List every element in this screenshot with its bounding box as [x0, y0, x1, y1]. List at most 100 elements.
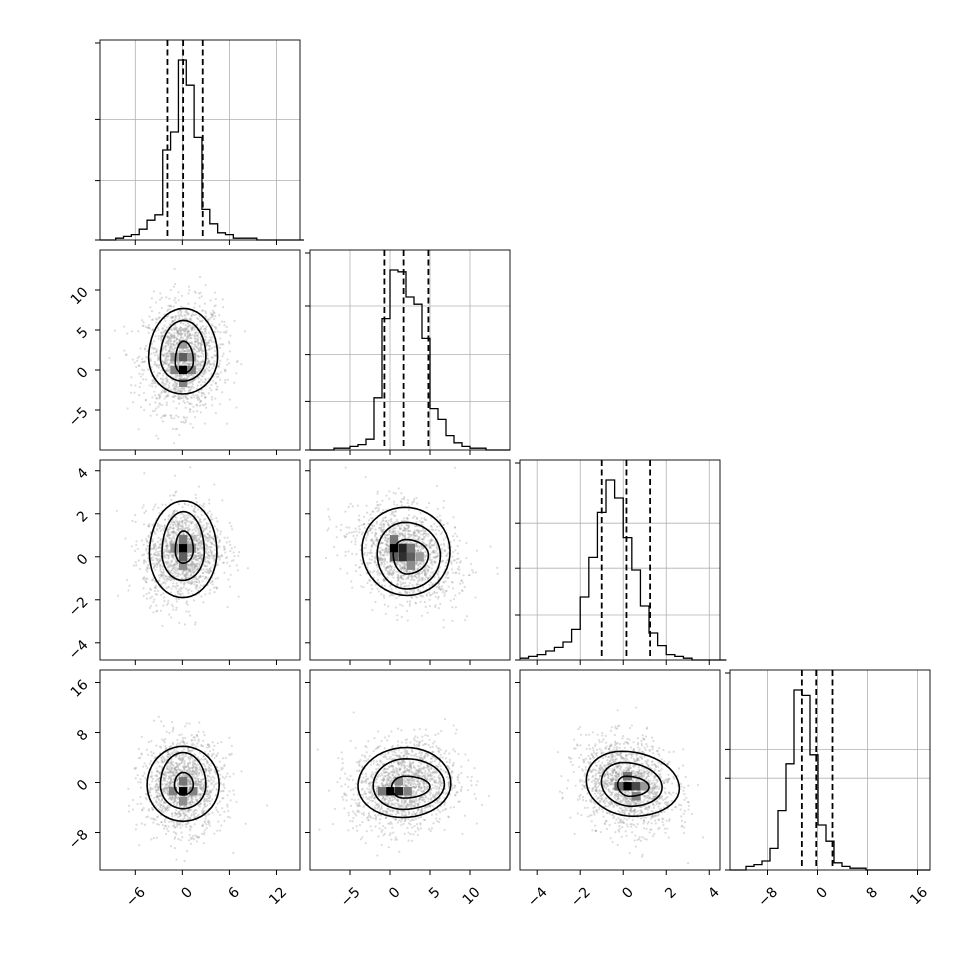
scatter-point [182, 415, 185, 419]
scatter-point [210, 356, 213, 359]
scatter-point [232, 793, 236, 796]
scatter-point [195, 350, 198, 353]
scatter-point [200, 361, 203, 364]
scatter-point [378, 581, 381, 585]
scatter-point [219, 371, 223, 374]
scatter-point [186, 325, 190, 328]
scatter-point [151, 328, 155, 331]
scatter-point [174, 563, 177, 566]
scatter-point [149, 414, 152, 417]
scatter-point [174, 557, 177, 561]
scatter-point [150, 352, 153, 355]
scatter-point [396, 576, 400, 579]
scatter-point [200, 787, 203, 790]
scatter-point [187, 385, 190, 389]
scatter-point [210, 513, 213, 516]
scatter-point [169, 591, 172, 594]
scatter-point [179, 768, 182, 772]
scatter-point [222, 784, 225, 787]
scatter-point [190, 734, 193, 737]
scatter-point [415, 516, 419, 519]
scatter-point [192, 346, 195, 349]
scatter-point [169, 414, 172, 417]
scatter-point [206, 357, 209, 360]
scatter-point [187, 524, 191, 527]
scatter-point [178, 375, 181, 378]
scatter-point [207, 392, 210, 395]
scatter-point [153, 340, 156, 343]
scatter-point [172, 535, 175, 538]
scatter-point [222, 796, 225, 800]
scatter-point [171, 781, 174, 784]
scatter-point [202, 810, 205, 813]
scatter-point [209, 769, 213, 772]
scatter-point [164, 345, 167, 348]
scatter-point [169, 345, 172, 348]
contour-level-3 [148, 500, 218, 599]
scatter-point [187, 757, 190, 760]
scatter-point [184, 349, 188, 352]
scatter-point [200, 375, 203, 378]
scatter-point [161, 761, 164, 764]
scatter-point [430, 540, 433, 543]
scatter-point [152, 611, 155, 614]
scatter-point [184, 396, 187, 399]
scatter-point [207, 799, 210, 803]
scatter-point [197, 390, 201, 394]
scatter-point [199, 552, 202, 556]
scatter-point [385, 566, 389, 569]
scatter-point [164, 395, 167, 398]
scatter-point [171, 815, 174, 818]
scatter-point [377, 504, 380, 507]
scatter-point [387, 572, 390, 576]
scatter-point [168, 564, 171, 567]
scatter-point [190, 582, 193, 585]
scatter-point [164, 775, 168, 778]
scatter-point [147, 324, 150, 327]
scatter-point [196, 768, 199, 771]
scatter-point [186, 335, 189, 338]
scatter-point [199, 540, 202, 543]
scatter-point [182, 387, 185, 390]
scatter-point [203, 333, 206, 336]
scatter-point [171, 726, 175, 729]
scatter-point [204, 371, 207, 374]
scatter-point [222, 330, 226, 334]
scatter-point [147, 591, 151, 594]
scatter-point [187, 540, 190, 543]
scatter-point [418, 575, 421, 578]
scatter-point [137, 781, 140, 784]
scatter-point [213, 555, 216, 558]
scatter-point [194, 759, 197, 762]
scatter-point [170, 798, 173, 801]
scatter-point [174, 572, 178, 575]
scatter-point [161, 414, 165, 418]
scatter-point [163, 777, 166, 780]
scatter-point [169, 289, 172, 292]
scatter-point [197, 354, 200, 358]
scatter-point [174, 755, 177, 759]
scatter-point [127, 787, 130, 790]
scatter-point [169, 523, 172, 526]
scatter-point [417, 563, 420, 566]
scatter-point [184, 736, 187, 740]
scatter-point [410, 533, 413, 537]
scatter-point [172, 510, 176, 513]
scatter-point [190, 813, 193, 816]
scatter-point [163, 581, 166, 584]
scatter-point [196, 549, 199, 552]
scatter-point [194, 753, 197, 757]
scatter-point [142, 553, 146, 556]
scatter-point [381, 548, 384, 551]
scatter-point [160, 334, 163, 337]
scatter-point [201, 824, 204, 828]
scatter-point [171, 763, 174, 766]
scatter-point [155, 397, 158, 400]
scatter-point [400, 567, 403, 570]
scatter-point [204, 327, 207, 331]
scatter-point [166, 534, 170, 537]
scatter-point [193, 348, 196, 351]
scatter-point [233, 545, 236, 549]
scatter-point [447, 576, 450, 579]
